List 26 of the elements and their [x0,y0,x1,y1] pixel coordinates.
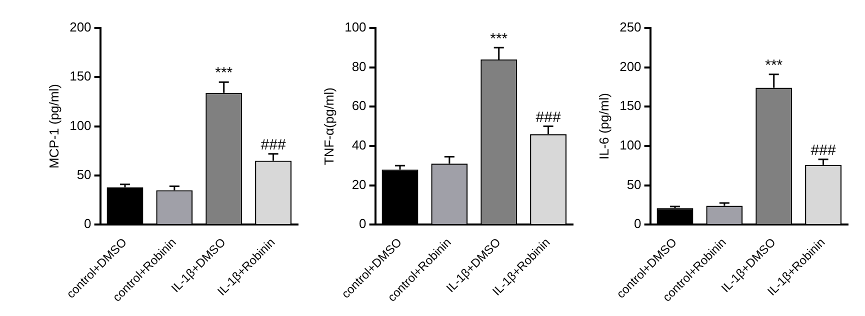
y-tick-label: 100 [70,118,92,133]
y-tick-label: 50 [626,176,642,192]
y-tick-label: 40 [352,138,366,153]
y-tick-label: 60 [352,98,366,114]
y-tick-label: 100 [620,138,642,153]
annotation: *** [490,30,508,48]
annotation: *** [765,57,783,74]
y-tick-label: 0 [359,216,366,232]
y-axis-title: TNF-α(pg/ml) [321,88,336,166]
annotation: *** [215,64,233,82]
y-tick-label: 150 [70,68,92,84]
annotation: ### [810,142,836,159]
y-tick-label: 50 [76,167,92,182]
y-tick-label: 0 [84,216,92,232]
y-axis-title: MCP-1 (pg/ml) [46,84,62,169]
y-tick-label: 250 [620,20,642,35]
annotation: ### [260,136,286,154]
annotation: ### [536,108,562,126]
y-tick-label: 0 [634,216,642,232]
y-tick-label: 100 [344,20,366,35]
y-tick-label: 80 [352,58,366,74]
y-axis-title: IL-6 (pg/ml) [596,93,612,160]
y-tick-label: 20 [352,176,366,192]
y-tick-label: 200 [620,58,642,74]
y-tick-label: 200 [70,20,92,35]
y-tick-label: 150 [620,98,642,114]
